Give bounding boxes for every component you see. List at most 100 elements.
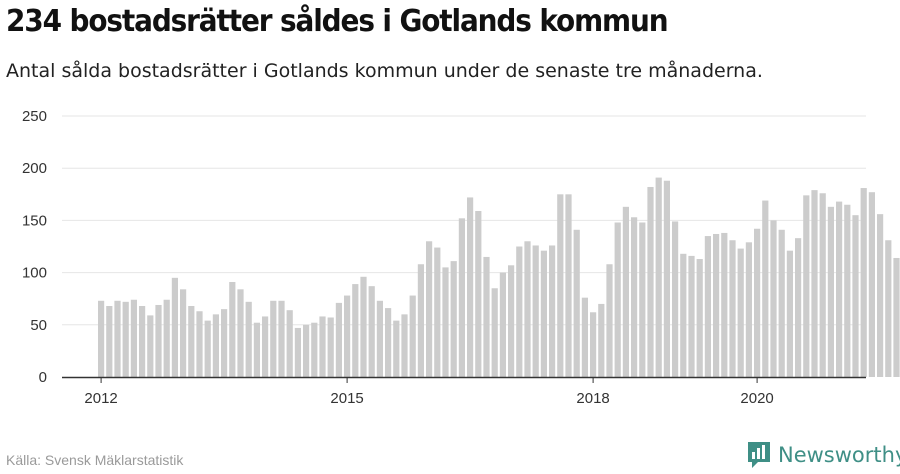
bar (565, 194, 572, 377)
bar (491, 288, 498, 377)
bar (393, 320, 400, 377)
bar (540, 250, 547, 377)
bar (417, 264, 424, 377)
bar (885, 240, 892, 377)
bar (278, 300, 285, 377)
bar (221, 309, 228, 377)
bar (237, 289, 244, 377)
bar (778, 229, 785, 377)
bar (147, 315, 154, 377)
bar (622, 206, 629, 377)
bar (549, 245, 556, 377)
bar (680, 253, 687, 377)
bar (253, 322, 260, 377)
brand-logo: Newsworthy (746, 440, 900, 470)
bar (745, 242, 752, 377)
bar (426, 241, 433, 377)
bar (262, 316, 269, 377)
bar (409, 295, 416, 377)
bar (786, 250, 793, 377)
y-tick-label: 50 (30, 317, 47, 334)
bar (508, 265, 515, 377)
bar (401, 314, 408, 377)
bar (803, 195, 810, 377)
y-tick-label: 200 (22, 160, 47, 177)
chart-subtitle: Antal sålda bostadsrätter i Gotlands kom… (6, 60, 763, 82)
bar (860, 188, 867, 377)
bar (737, 248, 744, 377)
bar (352, 284, 359, 377)
bar (844, 204, 851, 377)
bar (639, 222, 646, 377)
bar (458, 218, 465, 377)
source-note: Källa: Svensk Mäklarstatistik (6, 452, 184, 468)
bar (762, 200, 769, 377)
bar (647, 186, 654, 377)
bar (286, 310, 293, 377)
bar (721, 232, 728, 377)
bar (819, 193, 826, 377)
bar (327, 317, 334, 377)
bar (729, 240, 736, 377)
bar (385, 308, 392, 377)
bar (319, 316, 326, 377)
brand-name: Newsworthy (778, 443, 900, 467)
axes (62, 376, 866, 383)
bar (795, 238, 802, 377)
bar (868, 192, 875, 377)
bar (171, 277, 178, 377)
bar (106, 306, 113, 377)
bar (852, 215, 859, 377)
labels: 0501001502002502012201520182020234 (22, 108, 774, 407)
bar (499, 272, 506, 377)
y-tick-label: 250 (22, 108, 47, 125)
bar (122, 301, 129, 377)
bar (335, 302, 342, 377)
x-tick-label: 2012 (84, 390, 117, 407)
bar (212, 314, 219, 377)
bar (442, 267, 449, 377)
bar (303, 324, 310, 377)
bar (483, 256, 490, 377)
bar (590, 312, 597, 377)
bar (688, 255, 695, 377)
bar (196, 311, 203, 377)
bar (696, 259, 703, 377)
bar (163, 299, 170, 377)
bar (434, 247, 441, 377)
bar (360, 276, 367, 377)
bar (598, 303, 605, 377)
bar (98, 300, 105, 377)
bar (450, 261, 457, 377)
bar (770, 220, 777, 377)
bar (631, 217, 638, 377)
bar (811, 190, 818, 377)
y-tick-label: 150 (22, 212, 47, 229)
bar (524, 241, 531, 377)
bar (204, 320, 211, 377)
bar (614, 222, 621, 377)
bar (344, 295, 351, 377)
bar (672, 221, 679, 377)
bar (754, 228, 761, 377)
bar (581, 297, 588, 377)
newsworthy-logo-icon (748, 442, 770, 468)
bar (836, 201, 843, 377)
bar (475, 211, 482, 377)
bar (573, 229, 580, 377)
bar (114, 300, 121, 377)
bar (311, 322, 318, 377)
bar (655, 177, 662, 377)
bar (130, 299, 137, 377)
bar (516, 246, 523, 377)
bar (188, 306, 195, 377)
bar (877, 214, 884, 377)
bar (827, 206, 834, 377)
bar (704, 236, 711, 377)
bar (229, 281, 236, 377)
bar (467, 197, 474, 377)
bar (893, 257, 900, 377)
bar (245, 301, 252, 377)
bar (557, 194, 564, 377)
bar (270, 300, 277, 377)
